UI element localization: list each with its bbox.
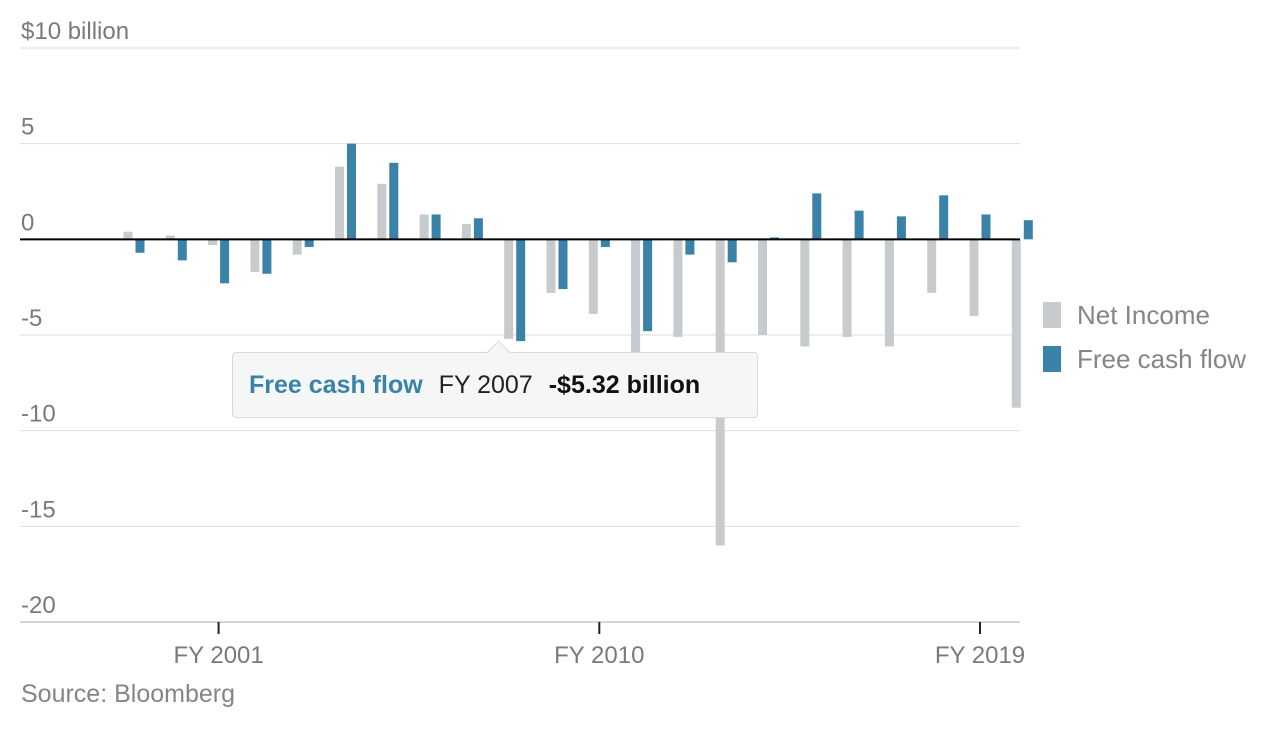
legend-item-net-income[interactable]: Net Income: [1043, 293, 1246, 337]
y-tick-label: 0: [21, 209, 34, 236]
free-cash-flow-bar: [643, 239, 653, 332]
legend: Net Income Free cash flow: [1043, 293, 1246, 381]
free-cash-flow-bar: [389, 162, 399, 240]
axes: [20, 238, 1020, 634]
hover-tooltip: Free cash flow FY 2007 -$5.32 billion: [232, 352, 758, 418]
net-income-bar: [504, 239, 514, 339]
net-income-bar: [842, 239, 852, 337]
x-tick-label: FY 2001: [173, 642, 263, 669]
free-cash-flow-bar: [177, 239, 187, 261]
source-note: Source: Bloomberg: [21, 680, 236, 708]
net-income-bar: [419, 214, 429, 240]
free-cash-flow-bar: [896, 216, 906, 240]
free-cash-flow-bar: [558, 239, 568, 290]
net-income-bar: [461, 224, 471, 240]
free-cash-flow-bar: [262, 239, 272, 274]
free-cash-flow-bar: [854, 210, 864, 240]
free-cash-flow-bar: [473, 218, 483, 240]
y-tick-label: -20: [21, 592, 56, 619]
net-income-bar: [631, 239, 641, 355]
tick-labels: $10 billion 5 0 -5 -10 -15 -20 FY 2001 FY 2010 FY…: [21, 18, 1025, 669]
net-income-bar: [588, 239, 598, 314]
net-income-bar: [165, 235, 175, 240]
net-income-bar: [250, 239, 260, 272]
free-cash-flow-bar: [516, 239, 526, 342]
net-income-bar: [800, 239, 810, 347]
net-income-bar: [927, 239, 937, 293]
legend-label: Net Income: [1077, 299, 1210, 330]
net-income-bar: [673, 239, 683, 337]
free-cash-flow-bar: [135, 239, 145, 253]
free-cash-flow-bar: [812, 193, 822, 240]
net-income-bar: [969, 239, 979, 316]
x-tick-label: FY 2019: [935, 642, 1025, 669]
x-tick-label: FY 2010: [554, 642, 644, 669]
net-income-bar: [546, 239, 556, 293]
free-cash-flow-bar: [727, 239, 737, 263]
free-cash-flow-bar: [220, 239, 230, 284]
free-cash-flow-bar: [981, 214, 991, 240]
tooltip-period: FY 2007: [438, 370, 533, 399]
net-income-bar: [335, 166, 344, 240]
legend-label: Free cash flow: [1077, 343, 1247, 374]
free-cash-flow-bar: [685, 239, 695, 255]
y-tick-label: 5: [21, 114, 34, 141]
net-income-bar: [377, 183, 387, 240]
tooltip-value: -$5.32 billion: [548, 370, 701, 399]
net-income-bar: [884, 239, 894, 347]
net-income-bar: [292, 239, 302, 255]
tooltip-series: Free cash flow: [249, 370, 423, 399]
free-cash-flow-bar: [939, 195, 949, 240]
free-cash-flow-bar: [1023, 220, 1033, 240]
legend-swatch-free-cash-flow: [1043, 346, 1061, 372]
legend-swatch-net-income: [1043, 302, 1061, 328]
free-cash-flow-bar: [600, 239, 610, 247]
free-cash-flow-bar: [304, 239, 314, 247]
legend-item-free-cash-flow[interactable]: Free cash flow: [1043, 337, 1246, 381]
y-tick-label: $10 billion: [21, 18, 129, 45]
net-income-bar: [758, 239, 767, 335]
net-income-bar: [123, 231, 133, 240]
y-tick-label: -5: [21, 305, 42, 332]
free-cash-flow-bar: [431, 214, 441, 240]
net-income-bar: [1011, 239, 1021, 408]
bars: [123, 143, 1033, 546]
y-tick-label: -15: [21, 496, 56, 523]
net-income-bar: [208, 239, 218, 246]
free-cash-flow-bar: [347, 143, 356, 240]
y-tick-label: -10: [21, 401, 56, 428]
